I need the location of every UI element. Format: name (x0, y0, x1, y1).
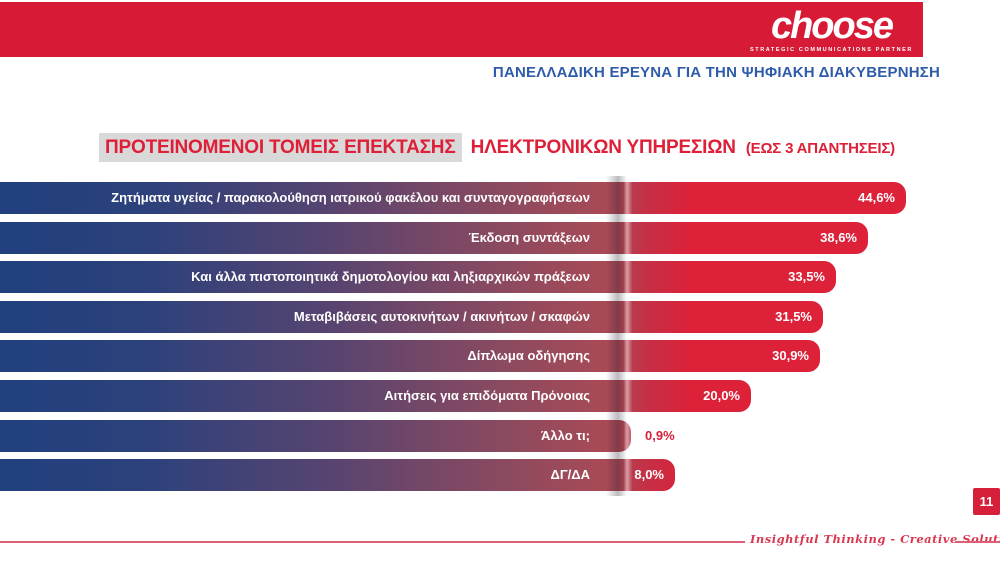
bar-chart: 44,6% Ζητήματα υγείας / παρακολούθηση ιατ… (0, 182, 1000, 502)
bar: 33,5% (0, 261, 836, 293)
chart-title-suffix: (ΕΩΣ 3 ΑΠΑΝΤΗΣΕΙΣ) (745, 140, 895, 157)
bar-value: 30,9% (772, 348, 809, 363)
bar-value: 38,6% (820, 230, 857, 245)
bar-label: Ζητήματα υγείας / παρακολούθηση ιατρικού… (111, 190, 590, 205)
bar (0, 420, 631, 452)
bar-row: 8,0% ΔΓ/ΔΑ (0, 459, 1000, 491)
page-number-badge: 11 (973, 488, 1000, 515)
bar-label: Άλλο τι; (541, 428, 590, 443)
chart-title-rest: ΗΛΕΚΤΡΟΝΙΚΩΝ ΥΠΗΡΕΣΙΩΝ (470, 137, 736, 158)
choose-logo: choose STRATEGIC COMMUNICATIONS PARTNER (750, 7, 913, 53)
footer-rule-right (955, 541, 1000, 543)
bar-value: 31,5% (775, 309, 812, 324)
bar-label: Και άλλα πιστοποιητικά δημοτολογίου και … (191, 269, 590, 284)
chart-title-highlighted: ΠΡΟΤΕΙΝΟΜΕΝΟΙ ΤΟΜΕΙΣ ΕΠΕΚΤΑΣΗΣ (99, 133, 462, 162)
chart-title: ΠΡΟΤΕΙΝΟΜΕΝΟΙ ΤΟΜΕΙΣ ΕΠΕΚΤΑΣΗΣ ΗΛΕΚΤΡΟΝΙ… (99, 133, 895, 162)
logo-tagline: STRATEGIC COMMUNICATIONS PARTNER (749, 47, 913, 53)
bar-label: Αιτήσεις για επιδόματα Πρόνοιας (384, 388, 590, 403)
bar: 31,5% (0, 301, 823, 333)
bar-value: 44,6% (858, 190, 895, 205)
bar-row: 31,5% Μεταβιβάσεις αυτοκινήτων / ακινήτων… (0, 301, 1000, 333)
bar-row: 20,0% Αιτήσεις για επιδόματα Πρόνοιας (0, 380, 1000, 412)
bar-label: Δίπλωμα οδήγησης (467, 348, 590, 363)
bar-row: 30,9% Δίπλωμα οδήγησης (0, 340, 1000, 372)
bar: 30,9% (0, 340, 820, 372)
bar-row: Άλλο τι; 0,9% (0, 420, 1000, 452)
footer-tagline: Insightful Thinking - Creative Solutions (750, 532, 1000, 546)
bar-value: 8,0% (634, 467, 664, 482)
bar-row: 44,6% Ζητήματα υγείας / παρακολούθηση ιατ… (0, 182, 1000, 214)
bar-label: Μεταβιβάσεις αυτοκινήτων / ακινήτων / σκ… (293, 309, 590, 324)
survey-subtitle: ΠΑΝΕΛΛΑΔΙΚΗ ΕΡΕΥΝΑ ΓΙΑ ΤΗΝ ΨΗΦΙΑΚΗ ΔΙΑΚΥ… (492, 64, 940, 81)
footer-rule-left (0, 541, 745, 543)
bar: 8,0% (0, 459, 675, 491)
brand-band: choose STRATEGIC COMMUNICATIONS PARTNER (0, 2, 923, 57)
bar-value: 33,5% (788, 269, 825, 284)
bar: 44,6% (0, 182, 906, 214)
bar-label: ΔΓ/ΔΑ (550, 467, 590, 482)
bar: 38,6% (0, 222, 868, 254)
bar-row: 38,6% Έκδοση συντάξεων (0, 222, 1000, 254)
bar-row: 33,5% Και άλλα πιστοποιητικά δημοτολογίου… (0, 261, 1000, 293)
bar-label: Έκδοση συντάξεων (468, 230, 590, 245)
logo-wordmark: choose (770, 5, 894, 47)
bar-value: 20,0% (703, 388, 740, 403)
bar-value: 0,9% (645, 428, 675, 443)
